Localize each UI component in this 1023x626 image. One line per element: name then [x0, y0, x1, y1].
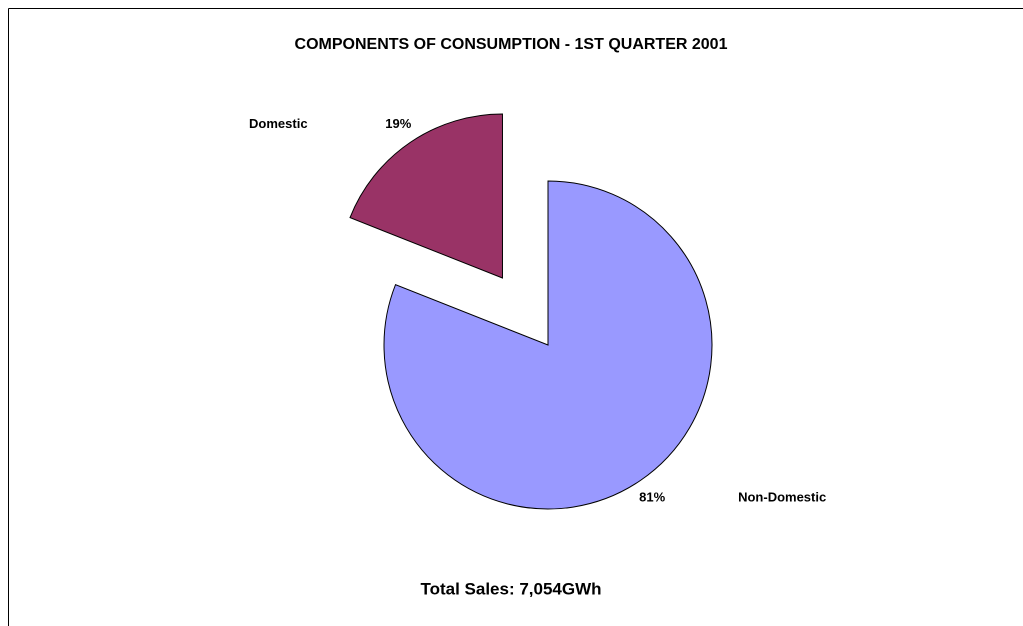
pie-slice: [383, 180, 713, 510]
category-label: Non-Domestic: [738, 490, 826, 505]
value-label: 81%: [639, 490, 665, 505]
chart-title: COMPONENTS OF CONSUMPTION - 1ST QUARTER …: [295, 36, 728, 53]
pie-slice: [349, 113, 503, 279]
annotation: Total Sales: 7,054GWh: [420, 579, 601, 598]
value-label: 19%: [385, 116, 411, 131]
category-label: Domestic: [249, 116, 308, 131]
